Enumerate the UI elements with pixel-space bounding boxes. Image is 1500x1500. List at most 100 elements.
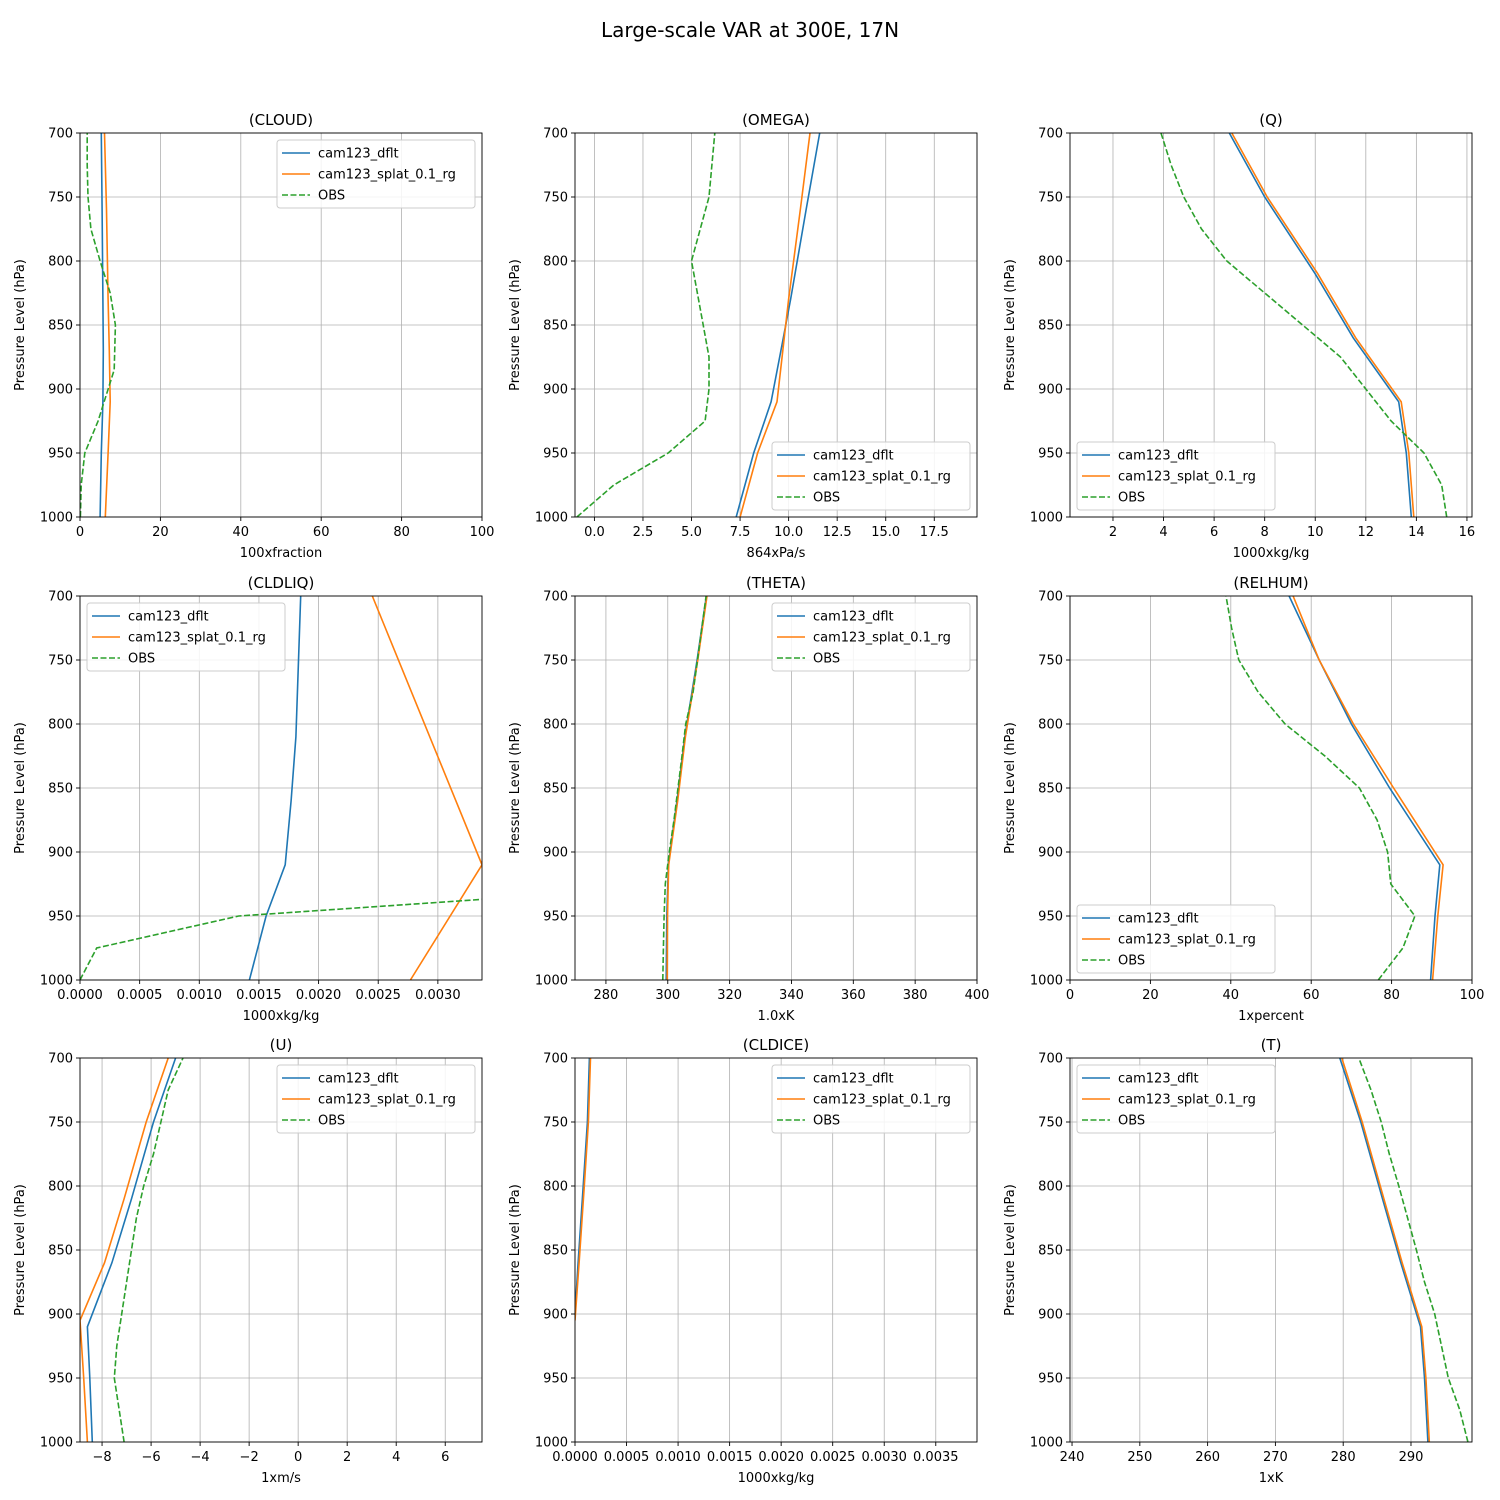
legend: cam123_dflt cam123_splat_0.1_rg OBS (771, 1064, 971, 1134)
x-tick-label: 0.0020 (296, 988, 342, 1003)
x-tick-label: 14 (1408, 525, 1425, 540)
x-tick-label: −6 (141, 1450, 160, 1465)
chart-panel: 0.0000 0.0005 0.0010 0.0015 0.0020 0.0025 0.00… (508, 1036, 978, 1486)
y-tick-label: 1000 (1030, 511, 1063, 526)
series-group (1225, 596, 1444, 980)
chart-panel: 0.0000 0.0005 0.0010 0.0015 0.0020 0.0025 0.00… (13, 574, 483, 1024)
y-tick-label: 900 (543, 846, 568, 861)
y-tick-label: 800 (48, 718, 73, 733)
legend-frame (771, 1064, 971, 1134)
y-tick-label: 950 (543, 910, 568, 925)
legend-label: OBS (318, 1114, 345, 1129)
y-tick-label: 850 (1038, 782, 1063, 797)
x-tick-label: 0 (1066, 988, 1074, 1003)
x-tick-label: 0.0005 (604, 1450, 650, 1465)
legend: cam123_dflt cam123_splat_0.1_rg OBS (1076, 904, 1276, 974)
y-axis-label: Pressure Level (hPa) (13, 259, 28, 391)
chart-panel: 240 250 260 270 280 290 700 750 800 850 900 950 1000… (1003, 1036, 1473, 1486)
y-tick-label: 1000 (40, 974, 73, 989)
y-tick-label: 1000 (40, 511, 73, 526)
series-group (576, 133, 821, 517)
x-tick-label: 0.0010 (655, 1450, 701, 1465)
x-tick-label: 360 (841, 988, 866, 1003)
legend: cam123_dflt cam123_splat_0.1_rg OBS (276, 139, 476, 209)
legend-frame (276, 139, 476, 209)
series-line-cam123-dflt (248, 596, 302, 980)
chart-panel: 2 4 6 8 10 12 14 16 700 750 800 850 900 950 1000 (Q) 100… (1003, 111, 1475, 561)
series-group (1160, 133, 1448, 517)
series-line-obs (1160, 133, 1448, 517)
x-tick-label: 0.0035 (913, 1450, 959, 1465)
legend-label: cam123_dflt (1118, 912, 1199, 927)
series-line-obs (80, 898, 482, 980)
legend: cam123_dflt cam123_splat_0.1_rg OBS (771, 441, 971, 511)
y-tick-label: 900 (48, 1308, 73, 1323)
legend-label: OBS (318, 189, 345, 204)
x-tick-label: 240 (1060, 1450, 1085, 1465)
legend-label: OBS (1118, 1114, 1145, 1129)
y-tick-label: 700 (1038, 1052, 1063, 1067)
y-tick-label: 700 (1038, 590, 1063, 605)
y-axis-label: Pressure Level (hPa) (13, 1184, 28, 1316)
x-tick-label: 8 (1261, 525, 1269, 540)
y-tick-label: 700 (1038, 127, 1063, 142)
legend-label: cam123_splat_0.1_rg (1118, 470, 1256, 485)
panel-title: (RELHUM) (1233, 574, 1308, 592)
series-line-obs (113, 1058, 184, 1442)
series-line-cam123-splat-0-1-rg (1292, 596, 1444, 980)
x-tick-label: 400 (965, 988, 990, 1003)
y-tick-label: 900 (48, 846, 73, 861)
panel-title: (U) (270, 1036, 293, 1054)
legend-frame (1076, 441, 1276, 511)
series-line-cam123-dflt (735, 133, 821, 517)
x-tick-label: 10 (1307, 525, 1324, 540)
x-tick-label: 4 (1159, 525, 1167, 540)
legend-label: OBS (128, 652, 155, 667)
x-axis-label: 1xK (1259, 1471, 1284, 1486)
legend-frame (771, 441, 971, 511)
y-tick-label: 850 (543, 319, 568, 334)
x-tick-label: 0.0 (584, 525, 605, 540)
y-tick-label: 800 (1038, 255, 1063, 270)
series-line-cam123-splat-0-1-rg (575, 1058, 592, 1321)
series-line-cam123-splat-0-1-rg (80, 1058, 169, 1442)
legend-label: OBS (1118, 491, 1145, 506)
y-tick-label: 1000 (535, 974, 568, 989)
x-tick-label: 2 (1109, 525, 1117, 540)
x-tick-label: 0 (76, 525, 84, 540)
x-tick-label: 0.0015 (707, 1450, 753, 1465)
x-axis-label: 1xm/s (261, 1471, 301, 1486)
y-tick-label: 850 (48, 1244, 73, 1259)
x-tick-label: 0.0015 (236, 988, 282, 1003)
series-group (80, 133, 117, 517)
y-axis-label: Pressure Level (hPa) (508, 722, 523, 854)
y-tick-label: 700 (48, 590, 73, 605)
panels: 0 20 40 60 80 1007007508008509009501000(CLOUD… (13, 111, 1484, 1486)
legend-label: OBS (813, 491, 840, 506)
x-axis-label: 100xfraction (240, 546, 322, 561)
x-tick-label: 60 (1303, 988, 1320, 1003)
series-line-cam123-splat-0-1-rg (103, 133, 112, 517)
series-line-cam123-splat-0-1-rg (1341, 1058, 1431, 1442)
legend-label: cam123_dflt (813, 1072, 894, 1087)
x-tick-label: 12 (1358, 525, 1375, 540)
x-tick-label: −8 (92, 1450, 111, 1465)
figure-title: Large-scale VAR at 300E, 17N (601, 18, 899, 42)
legend-label: cam123_splat_0.1_rg (813, 631, 951, 646)
panel-title: (CLOUD) (249, 111, 313, 129)
y-tick-label: 950 (1038, 1372, 1063, 1387)
series-line-obs (80, 133, 117, 517)
y-tick-label: 900 (543, 1308, 568, 1323)
y-axis-label: Pressure Level (hPa) (508, 1184, 523, 1316)
series-line-cam123-dflt (575, 1058, 591, 1315)
series-line-cam123-dflt (99, 133, 105, 517)
panel-title: (OMEGA) (742, 111, 810, 129)
y-tick-label: 1000 (535, 511, 568, 526)
y-tick-label: 750 (1038, 654, 1063, 669)
x-tick-label: −2 (240, 1450, 259, 1465)
x-tick-label: 6 (441, 1450, 449, 1465)
y-tick-label: 950 (48, 910, 73, 925)
y-axis-label: Pressure Level (hPa) (1003, 259, 1018, 391)
y-tick-label: 1000 (1030, 1436, 1063, 1451)
y-tick-label: 700 (543, 590, 568, 605)
